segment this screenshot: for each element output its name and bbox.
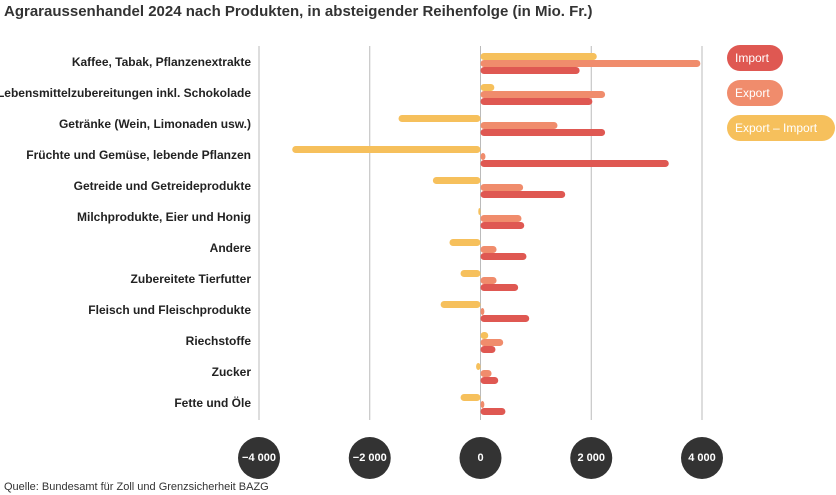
bar xyxy=(480,284,519,291)
x-tick-label: −4 000 xyxy=(242,452,276,464)
bar xyxy=(480,129,606,136)
legend-label: Export – Import xyxy=(735,121,818,135)
bar xyxy=(480,346,496,353)
category-label: Andere xyxy=(210,241,252,255)
bar xyxy=(480,84,495,91)
bar xyxy=(480,277,497,284)
category-label: Fette und Öle xyxy=(174,395,251,410)
legend-swatch xyxy=(727,45,783,71)
bar xyxy=(440,301,481,308)
legend-swatch xyxy=(727,80,783,106)
bar xyxy=(480,332,489,339)
bar xyxy=(480,253,527,260)
x-tick-label: 2 000 xyxy=(577,452,605,464)
bar xyxy=(480,60,701,67)
tick-badge xyxy=(681,437,723,479)
legend-swatch xyxy=(727,115,835,141)
bar xyxy=(480,122,558,129)
legend-label: Export xyxy=(735,86,770,100)
tick-badge xyxy=(348,437,391,479)
bar xyxy=(480,377,499,384)
bar xyxy=(292,146,481,153)
bar xyxy=(480,184,524,191)
tick-badge xyxy=(570,437,613,479)
bar xyxy=(480,215,522,222)
category-label: Fleisch und Fleischprodukte xyxy=(88,303,251,317)
bar xyxy=(480,67,580,74)
category-label: Milchprodukte, Eier und Honig xyxy=(77,210,251,224)
category-label: Lebensmittelzubereitungen inkl. Schokola… xyxy=(0,86,251,100)
bar xyxy=(478,208,481,215)
category-label: Früchte und Gemüse, lebende Pflanzen xyxy=(26,148,251,162)
bar xyxy=(460,270,481,277)
bar xyxy=(480,401,485,408)
bar xyxy=(432,177,481,184)
bar xyxy=(480,153,486,160)
bar xyxy=(480,339,504,346)
bar xyxy=(480,246,497,253)
x-tick-label: 0 xyxy=(477,452,483,464)
legend-label: Import xyxy=(735,51,770,65)
bar xyxy=(480,191,566,198)
x-tick-label: −2 000 xyxy=(353,452,387,464)
x-tick-label: 4 000 xyxy=(688,452,716,464)
bar xyxy=(460,394,481,401)
category-label: Riechstoffe xyxy=(186,334,252,348)
bar xyxy=(476,363,481,370)
bar xyxy=(480,53,597,60)
bar xyxy=(480,315,530,322)
bar xyxy=(398,115,481,122)
bar xyxy=(480,408,506,415)
bar xyxy=(480,91,606,98)
bar xyxy=(449,239,481,246)
source: Quelle: Bundesamt für Zoll und Grenzsich… xyxy=(4,481,269,493)
tick-badge xyxy=(238,437,280,479)
bar xyxy=(480,370,492,377)
category-label: Getreide und Getreideprodukte xyxy=(74,179,252,193)
bar xyxy=(480,98,593,105)
category-label: Zucker xyxy=(212,365,252,379)
bar xyxy=(480,160,669,167)
bar xyxy=(480,308,485,315)
tick-badge xyxy=(459,437,502,479)
category-label: Zubereitete Tierfutter xyxy=(131,272,252,286)
category-label: Getränke (Wein, Limonaden usw.) xyxy=(59,117,251,131)
category-label: Kaffee, Tabak, Pflanzenextrakte xyxy=(72,55,252,69)
bar xyxy=(480,222,525,229)
chart-title: Agraraussenhandel 2024 nach Produkten, i… xyxy=(4,3,592,20)
